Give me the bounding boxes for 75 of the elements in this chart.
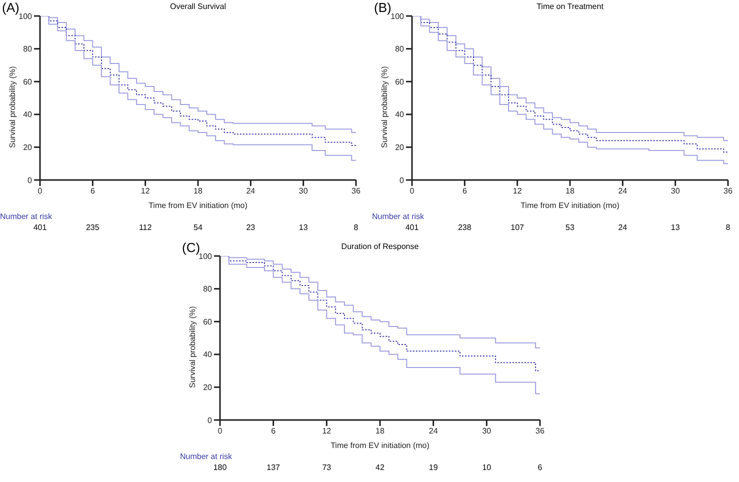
x-tick-label: 24	[428, 426, 438, 436]
text: 13	[298, 223, 309, 232]
y-tick-label: 20	[395, 143, 405, 152]
y-tick-label: 40	[203, 350, 213, 360]
x-tick-label: 36	[724, 186, 733, 196]
text: 54	[192, 223, 204, 232]
text: 24	[617, 223, 628, 232]
y-tick-label: 80	[203, 284, 213, 294]
x-axis-title: Time from EV initiation (mo)	[520, 201, 620, 210]
y-tick-label: 80	[395, 44, 405, 54]
y-tick-label: 40	[23, 110, 33, 120]
y-axis-title: Survival probability (%)	[188, 306, 197, 388]
x-tick-label: 0	[410, 186, 415, 196]
x-tick-label: 12	[322, 426, 332, 436]
y-tick-label: 60	[23, 77, 33, 86]
text: Number at risk	[372, 212, 424, 221]
text: 235	[84, 223, 100, 232]
y-tick-label: 60	[203, 317, 213, 326]
x-tick-label: 30	[482, 426, 492, 436]
x-tick-label: 36	[536, 426, 545, 436]
chart-title: Overall Survival	[168, 2, 227, 11]
text: 23	[245, 223, 256, 232]
text: 107	[510, 223, 525, 232]
text: 19	[428, 463, 439, 472]
y-axis-title: Survival probability (%)	[380, 66, 389, 148]
y-tick-label: 0	[208, 416, 213, 425]
x-tick-label: 12	[512, 186, 522, 196]
text: 112	[138, 223, 153, 232]
y-tick-label: 80	[23, 44, 33, 54]
y-tick-label: 40	[395, 110, 405, 120]
y-tick-label: 0	[28, 176, 33, 185]
x-tick-label: 6	[271, 426, 276, 436]
x-tick-label: 6	[462, 186, 468, 196]
x-tick-label: 0	[38, 186, 43, 196]
text: 401	[404, 223, 420, 232]
text: 10	[481, 463, 492, 472]
x-tick-label: 24	[618, 186, 628, 196]
text: 53	[564, 223, 576, 232]
y-tick-label: 100	[390, 12, 405, 21]
text: Number at risk	[180, 452, 232, 461]
text: 73	[321, 463, 332, 472]
chart-title: Duration of Response	[340, 242, 420, 251]
text: 137	[266, 463, 281, 472]
text: 180	[212, 463, 228, 472]
x-tick-label: 18	[566, 186, 575, 196]
text: 8	[724, 223, 732, 232]
text: 8	[352, 223, 360, 232]
x-tick-label: 0	[218, 426, 223, 436]
chart-title: Time on Treatment	[536, 2, 604, 11]
y-tick-label: 20	[203, 383, 213, 392]
x-tick-label: 12	[140, 186, 150, 196]
y-tick-label: 60	[395, 77, 405, 86]
text: (C)	[182, 240, 200, 255]
text: 401	[32, 223, 48, 232]
text: (A)	[2, 0, 20, 15]
y-tick-label: 20	[23, 143, 33, 152]
text: Number at risk	[0, 212, 52, 221]
x-axis-title: Time from EV initiation (mo)	[330, 441, 430, 450]
x-tick-label: 36	[352, 186, 361, 196]
x-axis-title: Time from EV initiation (mo)	[148, 201, 248, 210]
y-tick-label: 0	[400, 176, 405, 185]
y-axis-title: Survival probability (%)	[8, 66, 17, 148]
text: 238	[456, 223, 472, 232]
x-tick-label: 6	[90, 186, 96, 196]
x-tick-label: 30	[670, 186, 680, 196]
text: (B)	[374, 0, 392, 15]
text: 6	[536, 463, 544, 472]
x-tick-label: 24	[246, 186, 256, 196]
text: 42	[374, 463, 386, 472]
text: 13	[670, 223, 681, 232]
x-tick-label: 30	[298, 186, 308, 196]
x-tick-label: 18	[376, 426, 385, 436]
y-tick-label: 100	[18, 12, 33, 21]
y-tick-label: 100	[198, 252, 213, 261]
x-tick-label: 18	[194, 186, 203, 196]
